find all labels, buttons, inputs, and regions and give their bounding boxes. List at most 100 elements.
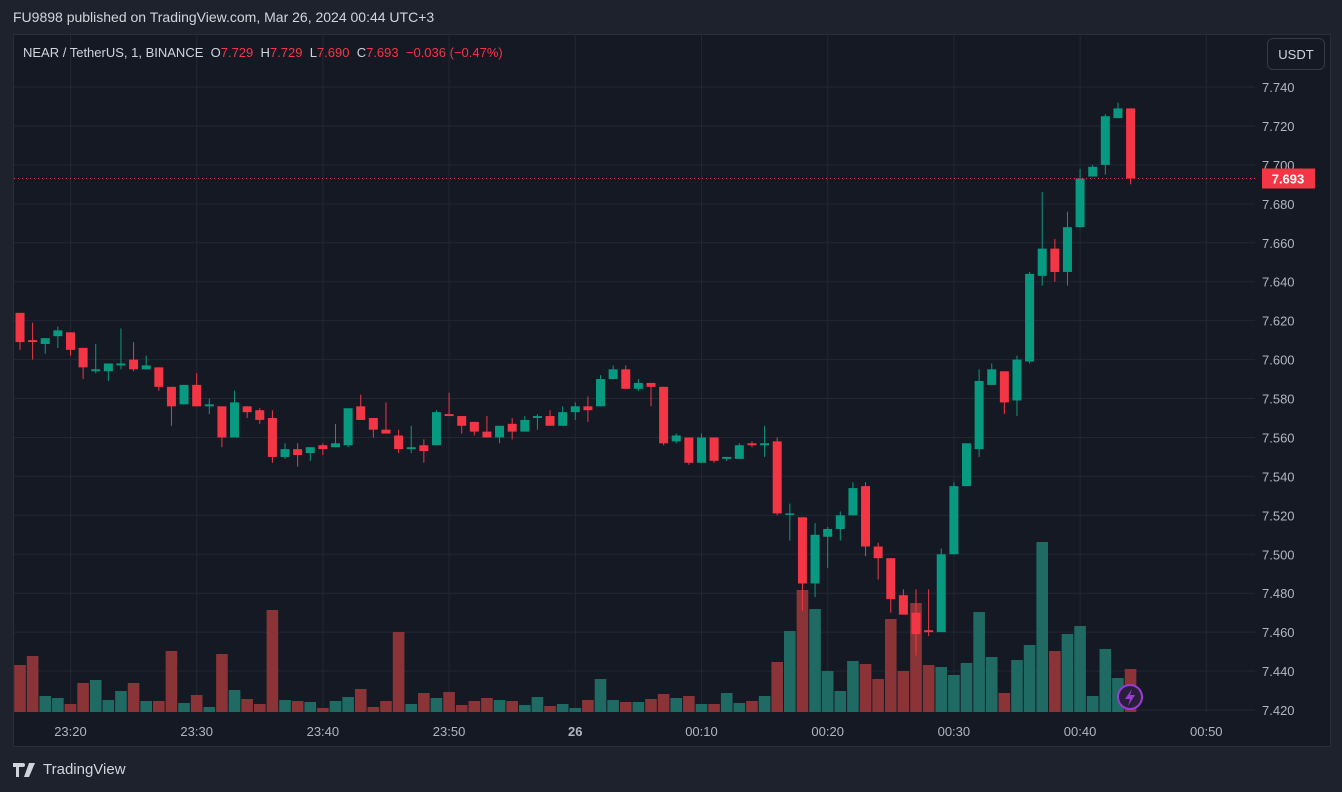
currency-button[interactable]: USDT [1267,38,1325,70]
price-tick-label: 7.580 [1262,392,1295,407]
candle-body [78,347,88,368]
candle-body [583,406,593,411]
candle-body [696,437,706,463]
volume-bar [26,656,39,712]
price-tick-label: 7.480 [1262,586,1295,601]
candle-body [204,404,214,407]
volume-bar [695,704,708,712]
low-label: L [309,45,317,60]
candle-body [1062,227,1072,272]
candle-body [596,379,606,407]
volume-bar [784,631,796,712]
candle-body [861,486,871,547]
candle-body [230,402,240,438]
volume-bar [64,704,77,712]
volume-bar [493,700,506,712]
volume-bar [973,612,985,712]
volume-bar [127,683,140,712]
volume-bar [392,632,405,712]
candle-body [15,312,25,343]
volume-bar [153,701,165,712]
published-caption: FU9898 published on TradingView.com, Mar… [13,9,435,25]
volume-bar [619,702,632,712]
tradingview-logo-icon [13,762,35,777]
volume-bar [531,697,544,712]
volume-bar [720,693,733,712]
candle-body [936,554,946,633]
last-price-badge [1262,168,1315,189]
volume-bar [481,698,493,712]
time-tick-label: 23:30 [180,724,213,739]
candle-body [1113,108,1123,119]
footer-brand[interactable]: TradingView [13,761,126,778]
volume-bar [607,700,619,712]
volume-bar [102,700,115,712]
volume-bar [468,701,481,712]
candle-body [1025,273,1035,362]
close-label: C [356,45,367,60]
low-value: 7.690 [316,45,350,60]
price-tick-label: 7.740 [1262,80,1295,95]
price-tick-label: 7.640 [1262,275,1295,290]
volume-bar [291,701,304,712]
volume-bar [405,704,418,712]
volume-bar [203,707,216,712]
high-value: 7.729 [269,45,303,60]
candle-body [608,369,618,380]
candle-body [898,595,908,615]
price-tick-label: 7.520 [1262,508,1295,523]
candle-body [217,406,227,438]
volume-bar [418,693,430,712]
candle-body [116,363,126,366]
candle-body [999,371,1009,403]
candle-body [469,421,479,432]
time-tick-label: 26 [568,724,582,739]
volume-bar [998,693,1011,712]
candle-body [65,332,75,350]
volume-bar [834,691,847,712]
candle-body [545,416,555,426]
volume-bar [733,703,746,712]
price-tick-label: 7.660 [1262,236,1295,251]
candle-body [305,447,315,454]
volume-bar [329,701,342,712]
chart-pane[interactable] [13,34,1331,747]
ohlc-legend: NEAR / TetherUS, 1, BINANCE O7.729 H7.72… [23,45,503,60]
time-tick-label: 23:50 [433,724,466,739]
candle-body [267,417,277,457]
brand-name: TradingView [43,761,126,778]
price-axis [1255,35,1330,746]
time-tick-label: 00:40 [1064,724,1097,739]
volume-bar [872,679,884,712]
volume-bar [430,698,443,712]
volume-bar [115,691,127,712]
volume-bar [519,705,531,712]
volume-bar [935,667,948,712]
candle-body [810,534,820,584]
candle-body [242,406,252,413]
volume-bar [771,662,783,712]
change-value: −0.036 (−0.47%) [405,45,503,60]
candle-body [141,365,151,370]
volume-bar [506,701,518,712]
candle-body [1100,116,1110,165]
candle-body [1126,108,1136,179]
volume-bar [632,702,645,712]
candle-body [381,429,391,434]
volume-bar [1036,542,1049,712]
volume-bar [746,701,758,712]
symbol-label: NEAR / TetherUS, 1, BINANCE [23,45,204,60]
volume-bar [670,698,683,712]
high-label: H [260,45,270,60]
time-axis [14,712,1255,746]
candle-body [848,488,858,516]
time-tick-label: 00:10 [685,724,718,739]
volume-bar [354,689,367,712]
volume-bar [884,619,897,712]
time-tick-label: 23:40 [307,724,340,739]
volume-bar [380,701,392,712]
candle-body [394,435,404,450]
volume-bar [645,699,657,712]
volume-bar [683,696,695,712]
